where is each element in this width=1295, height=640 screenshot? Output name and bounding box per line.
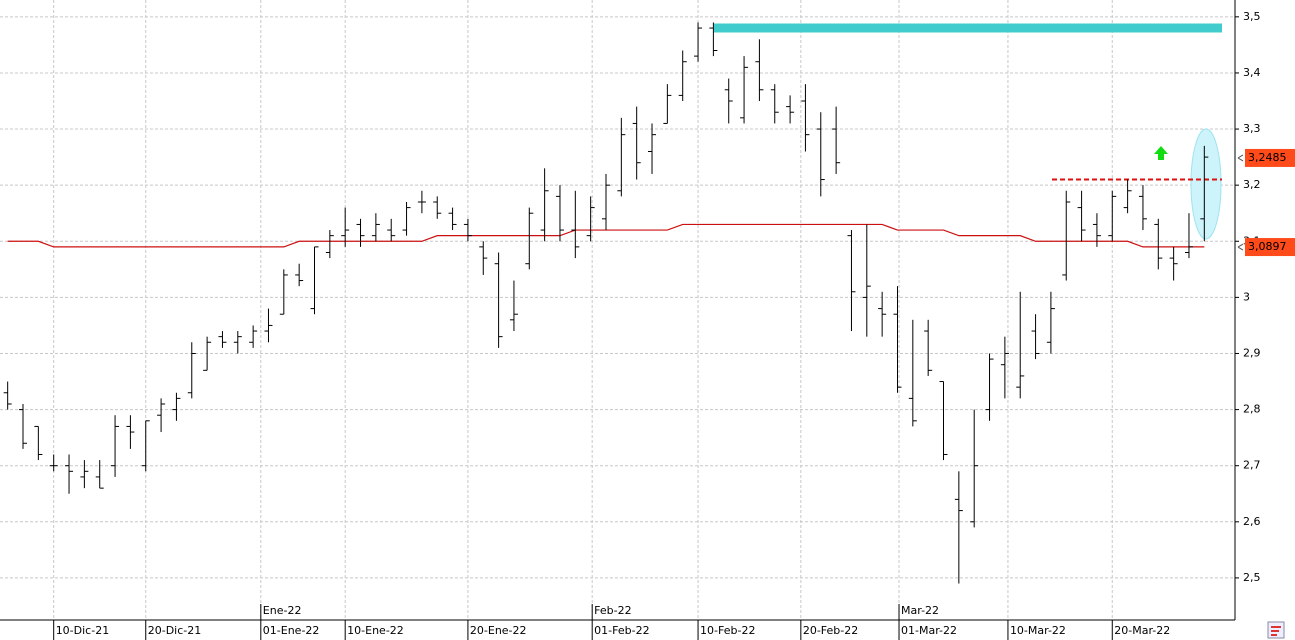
- price-label: 3,2485: [1248, 151, 1287, 164]
- plot-area: [3, 22, 1222, 584]
- x-tick-label: 10-Feb-22: [700, 624, 755, 637]
- price-label-box: [1245, 148, 1295, 167]
- x-tick-label: 01-Feb-22: [594, 624, 649, 637]
- y-tick-label: 3,3: [1243, 122, 1261, 135]
- x-tick-label: 20-Feb-22: [803, 624, 858, 637]
- price-label: 3,0897: [1248, 240, 1287, 253]
- period-label: Mar-22: [901, 604, 939, 617]
- x-tick-label: 10-Ene-22: [347, 624, 404, 637]
- y-tick-label: 2,6: [1243, 515, 1261, 528]
- y-tick-label: 2,7: [1243, 459, 1261, 472]
- x-tick-label: 01-Mar-22: [901, 624, 957, 637]
- x-tick-label: 10-Dic-21: [56, 624, 110, 637]
- grid: [0, 0, 1235, 620]
- y-tick-label: 3,4: [1243, 66, 1261, 79]
- x-tick-label: 01-Ene-22: [263, 624, 320, 637]
- y-tick-label: 2,9: [1243, 346, 1261, 359]
- up-arrow: [1154, 146, 1168, 160]
- y-tick-label: 3: [1243, 290, 1250, 303]
- x-tick-label: 20-Dic-21: [148, 624, 202, 637]
- corner-icon: [1267, 621, 1285, 639]
- x-tick-label: 10-Mar-22: [1010, 624, 1066, 637]
- x-tick-label: 20-Ene-22: [470, 624, 527, 637]
- highlight-ellipse: [1190, 128, 1222, 240]
- y-tick-label: 2,5: [1243, 571, 1261, 584]
- price-pointer: [1237, 154, 1244, 162]
- x-tick-label: 20-Mar-22: [1114, 624, 1170, 637]
- price-label-box: [1245, 238, 1295, 257]
- y-tick-label: 2,8: [1243, 403, 1261, 416]
- y-tick-label: 3,2: [1243, 178, 1261, 191]
- price-pointer: [1237, 243, 1244, 251]
- period-label: Ene-22: [263, 604, 302, 617]
- period-label: Feb-22: [594, 604, 631, 617]
- y-tick-label: 3,5: [1243, 10, 1261, 23]
